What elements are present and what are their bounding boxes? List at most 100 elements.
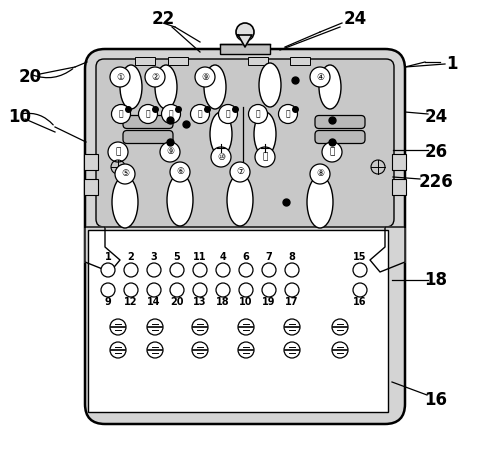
Circle shape <box>236 23 254 41</box>
Bar <box>88 230 388 412</box>
Ellipse shape <box>120 65 142 109</box>
Text: 18: 18 <box>216 297 230 307</box>
Circle shape <box>112 104 130 124</box>
Text: ⑮: ⑮ <box>226 110 230 118</box>
Text: 12: 12 <box>124 297 138 307</box>
Text: ⑳: ⑳ <box>198 110 202 118</box>
Text: 226: 226 <box>419 173 453 191</box>
Circle shape <box>124 263 138 277</box>
Text: 19: 19 <box>262 297 276 307</box>
Text: ④: ④ <box>316 73 324 82</box>
Circle shape <box>278 104 298 124</box>
Circle shape <box>170 162 190 182</box>
Circle shape <box>332 319 348 335</box>
Circle shape <box>262 283 276 297</box>
Circle shape <box>216 263 230 277</box>
FancyBboxPatch shape <box>96 59 394 227</box>
Ellipse shape <box>112 176 138 228</box>
Text: ⑬: ⑬ <box>146 110 150 118</box>
Circle shape <box>145 67 165 87</box>
Text: 20: 20 <box>170 297 184 307</box>
Circle shape <box>310 67 330 87</box>
Text: ⑭: ⑭ <box>169 110 173 118</box>
Text: 24: 24 <box>425 108 447 126</box>
Bar <box>248 57 268 65</box>
Text: ⑤: ⑤ <box>121 169 129 178</box>
Bar <box>84 179 98 195</box>
Text: ②: ② <box>151 73 159 82</box>
Ellipse shape <box>155 65 177 109</box>
Text: ⑯: ⑯ <box>255 110 260 118</box>
Circle shape <box>238 319 254 335</box>
Circle shape <box>147 283 161 297</box>
Ellipse shape <box>227 174 253 226</box>
Circle shape <box>230 162 250 182</box>
Circle shape <box>216 283 230 297</box>
Polygon shape <box>370 227 405 272</box>
Circle shape <box>170 283 184 297</box>
Text: 2: 2 <box>127 252 134 262</box>
Circle shape <box>192 342 208 358</box>
Text: 10: 10 <box>239 297 253 307</box>
Bar <box>135 57 155 65</box>
Text: ⑨: ⑨ <box>201 73 209 82</box>
Circle shape <box>353 263 367 277</box>
Text: 3: 3 <box>151 252 157 262</box>
Text: ⑥: ⑥ <box>176 168 184 177</box>
Text: 18: 18 <box>425 271 447 289</box>
FancyBboxPatch shape <box>123 116 173 128</box>
Text: 1: 1 <box>105 252 112 262</box>
Bar <box>290 57 310 65</box>
Text: 17: 17 <box>285 297 299 307</box>
Circle shape <box>147 342 163 358</box>
Bar <box>392 154 406 170</box>
Text: 20: 20 <box>18 68 42 86</box>
Text: ⑦: ⑦ <box>236 168 244 177</box>
Text: ①: ① <box>116 73 124 82</box>
Circle shape <box>262 263 276 277</box>
Circle shape <box>108 142 128 162</box>
Ellipse shape <box>319 65 341 109</box>
Circle shape <box>211 147 231 167</box>
Circle shape <box>248 104 267 124</box>
Text: 8: 8 <box>289 252 296 262</box>
Text: 26: 26 <box>425 143 447 161</box>
Bar <box>84 154 98 170</box>
Ellipse shape <box>204 65 226 109</box>
Text: 9: 9 <box>105 297 112 307</box>
Circle shape <box>353 283 367 297</box>
Circle shape <box>238 342 254 358</box>
Text: ⑪: ⑪ <box>262 152 268 161</box>
Circle shape <box>147 319 163 335</box>
Circle shape <box>310 164 330 184</box>
Text: 16: 16 <box>425 391 447 409</box>
Circle shape <box>192 319 208 335</box>
Ellipse shape <box>210 112 232 156</box>
Circle shape <box>101 263 115 277</box>
Circle shape <box>193 263 207 277</box>
Circle shape <box>190 104 209 124</box>
Ellipse shape <box>259 63 281 107</box>
Ellipse shape <box>307 176 333 228</box>
Circle shape <box>110 342 126 358</box>
Circle shape <box>160 142 180 162</box>
FancyBboxPatch shape <box>85 49 405 424</box>
Text: 13: 13 <box>193 297 207 307</box>
FancyBboxPatch shape <box>123 130 173 143</box>
Text: 6: 6 <box>243 252 249 262</box>
Text: ⑫: ⑫ <box>119 110 124 118</box>
Circle shape <box>110 319 126 335</box>
Text: 15: 15 <box>353 252 367 262</box>
Circle shape <box>147 263 161 277</box>
Circle shape <box>284 319 300 335</box>
Text: ⑨: ⑨ <box>166 147 174 157</box>
Text: ⑲: ⑲ <box>329 147 335 157</box>
Ellipse shape <box>254 112 276 156</box>
Text: 10: 10 <box>8 108 32 126</box>
Circle shape <box>170 263 184 277</box>
Circle shape <box>138 104 158 124</box>
Circle shape <box>193 283 207 297</box>
Circle shape <box>255 147 275 167</box>
Circle shape <box>285 283 299 297</box>
FancyBboxPatch shape <box>315 130 365 143</box>
